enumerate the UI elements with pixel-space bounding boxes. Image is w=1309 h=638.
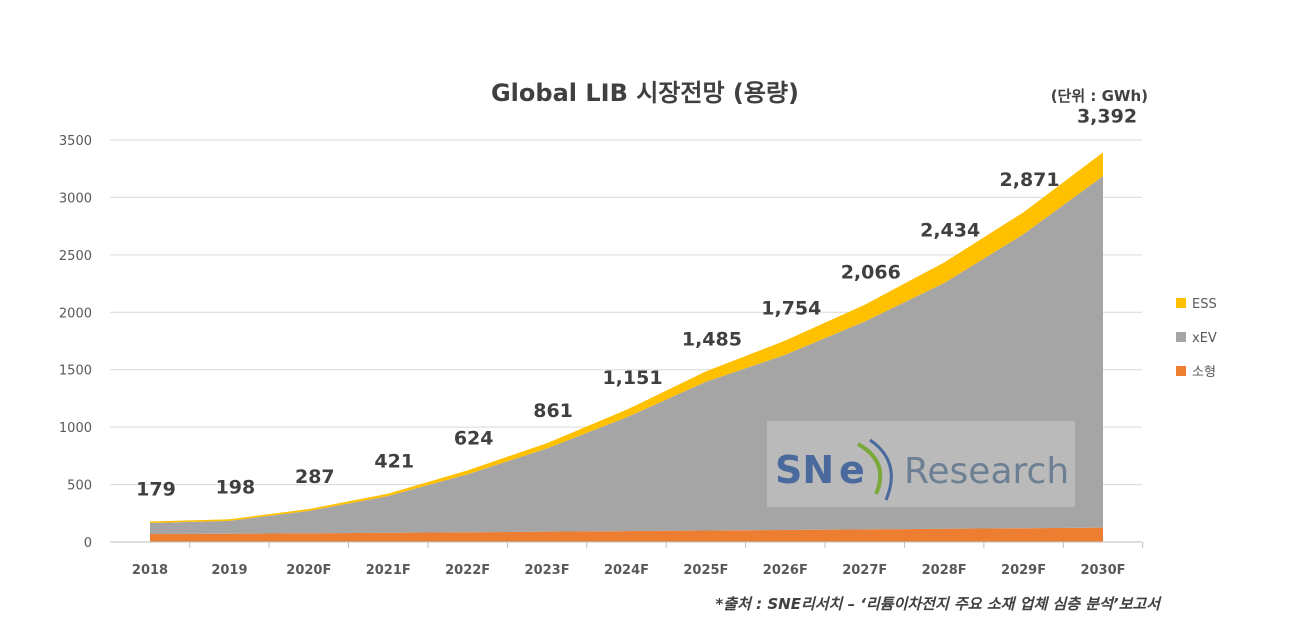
total-value-label: 2,066	[841, 262, 901, 284]
x-tick-label: 2029F	[1001, 563, 1046, 578]
x-tick-label: 2026F	[763, 563, 808, 578]
watermark-swoosh-icon	[856, 442, 883, 495]
total-value-label: 2,871	[1000, 169, 1060, 191]
y-tick-label: 1500	[59, 364, 92, 379]
total-value-label: 287	[295, 466, 335, 488]
axes: 0 500 1000 1500 2000 2500 3000 3500 2018 2019 2020…	[59, 134, 1144, 578]
x-tick-label: 2025F	[683, 563, 728, 578]
area-소형	[150, 527, 1103, 542]
value-labels: 179 198 287 421 624 861 1,151 1,485 1,754 2,066 2,…	[136, 105, 1137, 500]
x-tick-label: 2023F	[525, 563, 570, 578]
chart-title: Global LIB 시장전망 (용량)	[491, 79, 799, 107]
source-note: *출처 : SNE리서치 – ‘리튬이차전지 주요 소재 업체 심층 분석’보고…	[715, 595, 1162, 613]
x-tick-label: 2027F	[842, 563, 887, 578]
total-value-label: 624	[454, 427, 494, 449]
x-tick-label: 2020F	[286, 563, 331, 578]
legend: ESS xEV 소형	[1176, 297, 1217, 380]
total-value-label: 861	[533, 400, 573, 422]
legend-label: ESS	[1192, 297, 1217, 312]
total-value-label: 1,151	[602, 367, 662, 389]
y-tick-label: 500	[67, 479, 92, 494]
x-tick-label: 2018	[132, 563, 168, 578]
y-tick-label: 2000	[59, 306, 92, 321]
x-tick-label: 2030F	[1080, 563, 1125, 578]
watermark-box	[767, 421, 1075, 507]
total-value-label: 421	[374, 451, 414, 473]
legend-label: 소형	[1192, 365, 1216, 380]
total-value-label: 1,754	[761, 298, 821, 320]
watermark-swoosh-icon-2	[869, 438, 893, 501]
y-tick-label: 3000	[59, 191, 92, 206]
y-tick-label: 3500	[59, 134, 92, 149]
watermark-sne: SN	[775, 448, 834, 492]
unit-note: (단위 : GWh)	[1051, 87, 1148, 105]
y-tick-label: 1000	[59, 421, 92, 436]
watermark: SN e Research	[767, 421, 1075, 507]
x-tick-label: 2021F	[366, 563, 411, 578]
x-tick-label: 2022F	[445, 563, 490, 578]
legend-swatch	[1176, 332, 1186, 342]
x-tick-label: 2019	[211, 563, 247, 578]
total-value-label: 198	[216, 476, 256, 498]
y-tick-label: 0	[84, 536, 92, 551]
watermark-e: e	[839, 448, 865, 492]
x-tick-label: 2024F	[604, 563, 649, 578]
watermark-research: Research	[904, 451, 1069, 492]
total-value-label: 1,485	[682, 328, 742, 350]
total-value-label: 179	[136, 478, 176, 500]
legend-swatch	[1176, 366, 1186, 376]
x-tick-label: 2028F	[922, 563, 967, 578]
y-tick-label: 2500	[59, 249, 92, 264]
legend-label: xEV	[1192, 331, 1217, 346]
legend-swatch	[1176, 298, 1186, 308]
total-value-label: 3,392	[1077, 105, 1137, 127]
total-value-label: 2,434	[920, 219, 980, 241]
